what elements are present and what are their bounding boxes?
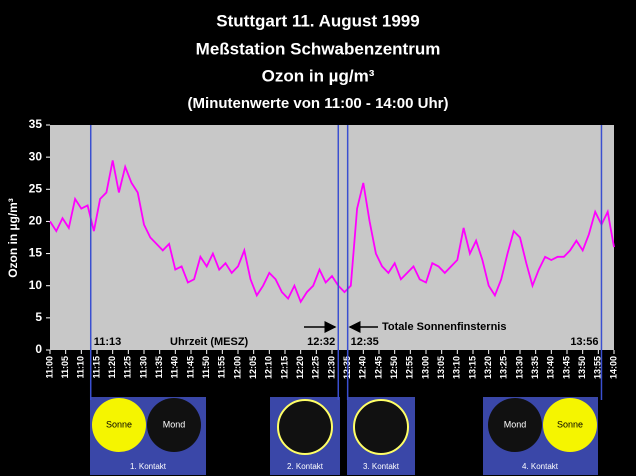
plot-area xyxy=(50,125,614,350)
sun xyxy=(543,398,597,452)
x-tick-label: 13:50 xyxy=(577,356,587,379)
title-line: (Minutenwerte von 11:00 - 14:00 Uhr) xyxy=(188,95,449,112)
y-tick-label: 5 xyxy=(35,310,42,324)
x-tick-label: 12:50 xyxy=(389,356,399,379)
x-tick-label: 11:30 xyxy=(138,356,148,379)
x-tick-label: 12:15 xyxy=(279,356,289,379)
contact-time: 11:13 xyxy=(94,336,122,348)
y-tick-label: 15 xyxy=(29,246,43,260)
x-tick-label: 13:40 xyxy=(546,356,556,379)
moon-label: Mond xyxy=(504,419,527,429)
x-tick-label: 11:00 xyxy=(44,356,54,379)
contact-time: 12:35 xyxy=(351,336,379,348)
x-tick-label: 11:10 xyxy=(76,356,86,379)
x-tick-label: 13:20 xyxy=(483,356,493,379)
x-tick-label: 14:00 xyxy=(608,356,618,379)
x-tick-label: 13:00 xyxy=(420,356,430,379)
title-line: Ozon in µg/m³ xyxy=(262,66,375,85)
sun-label: Sonne xyxy=(557,419,583,429)
x-tick-label: 12:25 xyxy=(311,356,321,379)
x-tick-label: 13:55 xyxy=(593,356,603,379)
title-line: Stuttgart 11. August 1999 xyxy=(216,11,419,30)
x-tick-label: 11:25 xyxy=(123,356,133,379)
sun-label: Sonne xyxy=(106,419,132,429)
contact-time: 12:32 xyxy=(307,336,335,348)
x-tick-label: 11:20 xyxy=(107,356,117,379)
y-tick-label: 25 xyxy=(29,181,43,195)
contact-time: 13:56 xyxy=(570,336,598,348)
x-tick-label: 11:15 xyxy=(91,356,101,379)
y-tick-label: 20 xyxy=(29,214,43,228)
x-tick-label: 13:45 xyxy=(561,356,571,379)
data-line xyxy=(49,160,615,304)
x-tick-label: 11:55 xyxy=(217,356,227,379)
y-tick-label: 35 xyxy=(29,117,43,131)
x-tick-label: 12:30 xyxy=(326,356,336,379)
y-tick-label: 30 xyxy=(29,149,43,163)
y-tick-label: 10 xyxy=(29,278,43,292)
annotation: Totale Sonnenfinsternis xyxy=(382,321,506,333)
title-line: Meßstation Schwabenzentrum xyxy=(196,39,441,58)
contact-panel xyxy=(270,397,340,475)
x-tick-label: 12:20 xyxy=(295,356,305,379)
contact-label: 4. Kontakt xyxy=(522,462,559,471)
contact-panel: Sonne Mond xyxy=(90,397,206,475)
x-tick-label: 13:15 xyxy=(467,356,477,379)
x-tick-label: 12:40 xyxy=(358,356,368,379)
contact-panel xyxy=(347,397,415,475)
contact-label: 1. Kontakt xyxy=(130,462,167,471)
moon xyxy=(147,398,201,452)
x-tick-label: 11:40 xyxy=(170,356,180,379)
moon xyxy=(488,398,542,452)
x-tick-label: 13:05 xyxy=(436,356,446,379)
x-tick-label: 12:55 xyxy=(405,356,415,379)
x-tick-label: 11:05 xyxy=(60,356,70,379)
x-tick-label: 13:10 xyxy=(452,356,462,379)
eclipse xyxy=(277,399,333,455)
x-tick-label: 11:50 xyxy=(201,356,211,379)
x-tick-label: 13:25 xyxy=(499,356,509,379)
x-tick-label: 11:35 xyxy=(154,356,164,379)
x-tick-label: 13:35 xyxy=(530,356,540,379)
moon-label: Mond xyxy=(163,419,186,429)
contact-panel: Mond Sonne xyxy=(483,397,598,475)
x-tick-label: 12:10 xyxy=(264,356,274,379)
x-tick-label: 13:30 xyxy=(514,356,524,379)
x-tick-label: 12:00 xyxy=(232,356,242,379)
y-tick-label: 0 xyxy=(35,342,42,356)
x-axis-label: Uhrzeit (MESZ) xyxy=(170,336,249,348)
eclipse xyxy=(353,399,409,455)
x-tick-label: 12:45 xyxy=(373,356,383,379)
contact-label: 3. Kontakt xyxy=(363,462,400,471)
x-tick-label: 12:05 xyxy=(248,356,258,379)
sun xyxy=(92,398,146,452)
y-axis-label: Ozon in µg/m³ xyxy=(6,198,20,278)
x-tick-label: 11:45 xyxy=(185,356,195,379)
contact-label: 2. Kontakt xyxy=(287,462,324,471)
